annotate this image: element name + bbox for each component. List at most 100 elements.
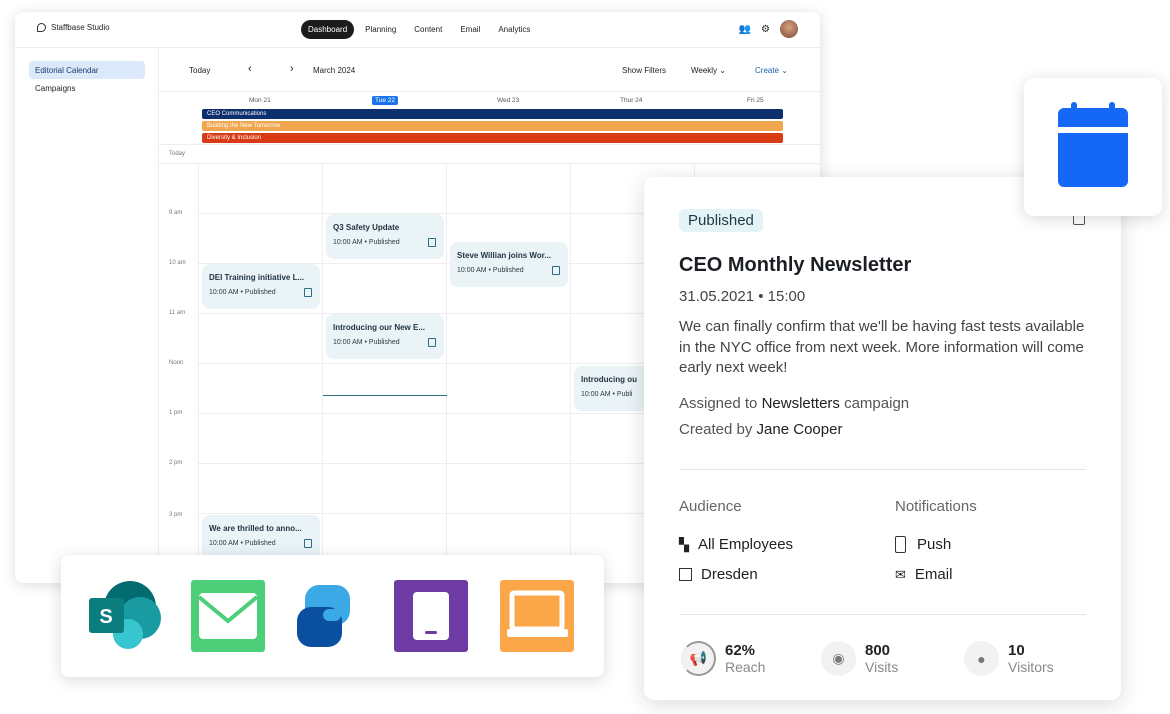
event-card[interactable]: Steve Willian joins Wor... 10:00 AM • Pub… [450, 242, 568, 287]
intranet-laptop-icon[interactable] [500, 580, 574, 652]
people-icon[interactable]: 👥 [738, 23, 752, 35]
event-card[interactable]: We are thrilled to anno... 10:00 AM • Pub… [202, 515, 320, 560]
event-title: DEI Training initiative L... [209, 273, 305, 282]
nav-analytics[interactable]: Analytics [498, 25, 531, 34]
stat-value: 62% [725, 642, 756, 659]
sidebar-item-campaigns[interactable]: Campaigns [35, 84, 76, 93]
event-card[interactable]: DEI Training initiative L... 10:00 AM • P… [202, 264, 320, 309]
stat-value: 800 [865, 642, 891, 659]
calendar-app-card [1024, 78, 1162, 216]
event-title: Q3 Safety Update [333, 223, 400, 232]
sidebar: Editorial Calendar Campaigns [15, 48, 159, 583]
logo-icon [37, 23, 46, 32]
column-line [198, 163, 199, 583]
day-tue[interactable]: Tue 22 [372, 96, 398, 105]
article-icon [304, 539, 312, 548]
event-title: Introducing our New E... [333, 323, 425, 332]
svg-text:S: S [99, 606, 112, 628]
show-filters-button[interactable]: Show Filters [622, 66, 667, 75]
email-icon: ✉ [895, 566, 906, 582]
view-value: Weekly [691, 66, 718, 75]
article-icon [552, 266, 560, 275]
megaphone-icon: 📢 [681, 641, 716, 676]
event-meta: 10:00 AM • Published [209, 540, 276, 547]
post-detail-card: Published CEO Monthly Newsletter 31.05.2… [644, 177, 1121, 700]
article-icon [428, 338, 436, 347]
hour-line [197, 213, 820, 214]
nav-planning[interactable]: Planning [365, 25, 397, 34]
top-bar: Staffbase Studio Dashboard Planning Cont… [15, 12, 820, 48]
campaign-bar[interactable]: CEO Communications [202, 109, 783, 119]
campaign-bar[interactable]: Building the New Tomorrow [202, 121, 783, 131]
event-card[interactable]: Q3 Safety Update 10:00 AM • Published [326, 214, 444, 259]
calendar-toolbar: Today ‹ › March 2024 Show Filters Weekly… [159, 48, 820, 92]
created-by: Created by Jane Cooper [679, 421, 842, 438]
next-icon[interactable]: › [290, 63, 294, 75]
event-title: Steve Willian joins Wor... [457, 251, 552, 260]
day-mon[interactable]: Mon 21 [249, 97, 271, 104]
nav-content[interactable]: Content [414, 25, 443, 34]
post-title: CEO Monthly Newsletter [679, 254, 912, 276]
audience-value: Dresden [701, 566, 758, 583]
stat-value: 10 [1008, 642, 1025, 659]
app-logo[interactable]: Staffbase Studio [37, 23, 110, 32]
viva-icon[interactable] [297, 585, 350, 647]
notification-item: Push [895, 536, 951, 553]
create-button[interactable]: Create ⌄ [755, 66, 788, 75]
event-title: We are thrilled to anno... [209, 524, 302, 533]
audience-item: Dresden [679, 566, 758, 583]
stat-reach: 📢 62% Reach [681, 641, 765, 676]
stat-visits: ◉ 800 Visits [821, 641, 898, 676]
prev-icon[interactable]: ‹ [248, 63, 252, 75]
stat-visitors: ● 10 Visitors [964, 641, 1054, 676]
email-icon[interactable] [191, 580, 265, 652]
campaign-bar[interactable]: Diversity & Inclusion [202, 133, 783, 143]
audience-label: Audience [679, 498, 742, 515]
phone-icon [895, 536, 906, 553]
stat-label: Reach [725, 659, 766, 675]
hour-line [197, 313, 820, 314]
day-thu[interactable]: Thur 24 [620, 97, 643, 104]
assigned-prefix: Assigned to [679, 395, 758, 412]
stat-label: Visits [865, 659, 899, 675]
create-label: Create [755, 66, 780, 75]
nav-email[interactable]: Email [460, 25, 481, 34]
time-label: 1 pm [169, 410, 183, 416]
today-button[interactable]: Today [189, 66, 211, 75]
event-meta: 10:00 AM • Published [333, 239, 400, 246]
notifications-label: Notifications [895, 498, 977, 515]
event-meta: 10:00 AM • Published [333, 339, 400, 346]
day-fri[interactable]: Fri 25 [747, 97, 764, 104]
column-line [446, 163, 447, 583]
audience-value: All Employees [698, 536, 794, 553]
article-icon [428, 238, 436, 247]
top-icons: 👥 ⚙ [739, 20, 798, 38]
time-label: 2 pm [169, 460, 183, 466]
campaign-link[interactable]: Newsletters [761, 395, 840, 412]
day-wed[interactable]: Wed 23 [497, 97, 520, 104]
notification-item: ✉ Email [895, 566, 952, 583]
notification-value: Push [917, 536, 952, 553]
sidebar-item-editorial-calendar[interactable]: Editorial Calendar [29, 61, 145, 79]
mobile-app-icon[interactable] [394, 580, 468, 652]
hour-line [197, 363, 820, 364]
row-divider [159, 163, 820, 164]
assigned-suffix: campaign [844, 395, 910, 412]
gear-icon[interactable]: ⚙ [761, 23, 770, 35]
sharepoint-icon[interactable]: S [89, 581, 161, 649]
event-meta: 10:00 AM • Publi [581, 391, 633, 398]
groups-icon: ▚ [679, 536, 689, 552]
hour-line [197, 513, 820, 514]
column-line [322, 163, 323, 583]
notification-value: Email [914, 566, 953, 583]
avatar[interactable] [780, 20, 798, 38]
nav-dashboard[interactable]: Dashboard [301, 20, 355, 39]
view-select[interactable]: Weekly ⌄ [691, 66, 727, 75]
person-icon: ● [964, 641, 999, 676]
app-title: Staffbase Studio [51, 23, 110, 32]
status-badge: Published [679, 209, 763, 232]
column-line [570, 163, 571, 583]
calendar-icon [1058, 102, 1128, 187]
event-title: Introducing ou [581, 375, 637, 384]
event-card[interactable]: Introducing our New E... 10:00 AM • Publi… [326, 314, 444, 359]
